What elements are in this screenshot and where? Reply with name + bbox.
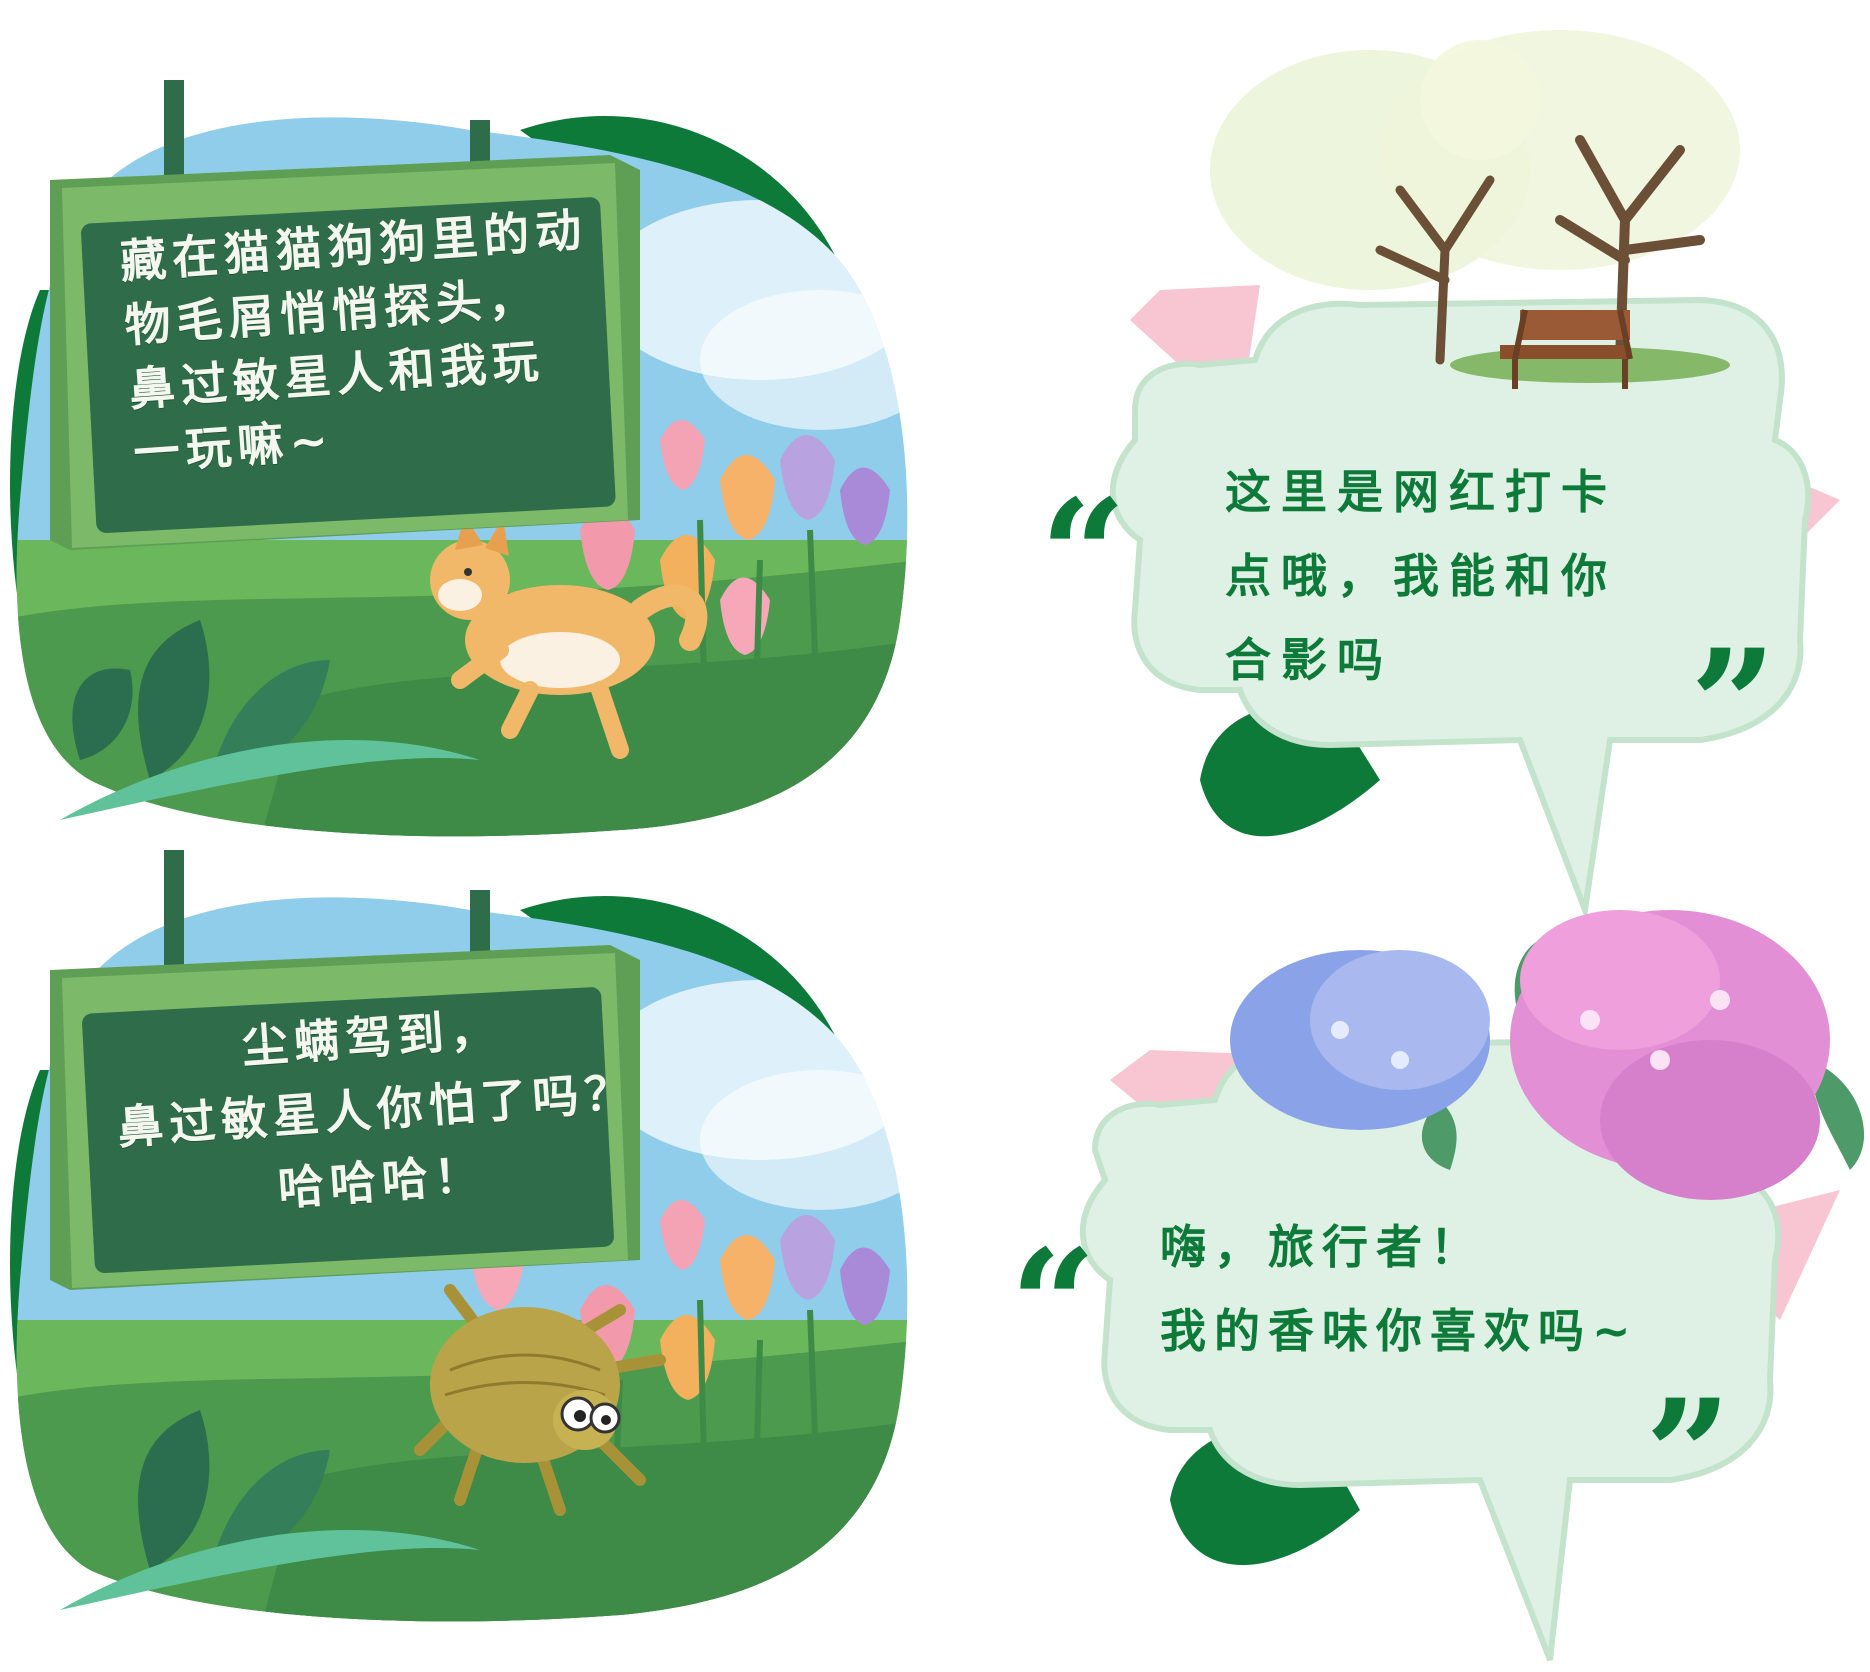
sign-text-1: 藏在猫猫狗狗里的动 物毛屑悄悄探头， 鼻过敏星人和我玩 一玩嘛~: [118, 197, 603, 485]
open-quote: “: [1010, 1217, 1097, 1393]
bubble-line: 这里是网红打卡: [1225, 465, 1617, 519]
leaf-plants: [60, 1410, 480, 1610]
sign-card-2: 尘螨驾到， 鼻过敏星人你怕了吗？ 哈哈哈！: [0, 840, 920, 1630]
bubble-text-2: 嗨，旅行者！ 我的香味你喜欢吗~: [1160, 1205, 1639, 1373]
sign-card-1: 藏在猫猫狗狗里的动 物毛屑悄悄探头， 鼻过敏星人和我玩 一玩嘛~: [0, 60, 920, 840]
sign-board: [50, 945, 640, 1290]
bubble-line: 点哦，我能和你: [1225, 549, 1617, 603]
tulip-flowers: [580, 420, 890, 701]
close-quote: ”: [1645, 1367, 1732, 1543]
card-2-scene: [10, 850, 908, 1622]
bubble-body: [1109, 296, 1812, 920]
tree-bench-icon: [1210, 30, 1740, 389]
speech-bubble-2: “ ” 嗨，旅行者！ 我的香味你喜欢吗~: [980, 900, 1870, 1672]
bubble-line: 合影吗: [1225, 633, 1393, 687]
bubble-1-shape: [1109, 30, 1840, 920]
bubble-line: 嗨，旅行者！: [1160, 1220, 1484, 1274]
bubble-2-shape: [1079, 910, 1865, 1662]
sign-post-left: [164, 850, 184, 970]
speech-bubble-1: “ ” 这里是网红打卡 点哦，我能和你 合影吗: [1000, 20, 1870, 920]
card-1-scene: [10, 80, 908, 837]
close-quote: ”: [1690, 617, 1777, 793]
open-quote: “: [1040, 467, 1127, 643]
shiba-dog-icon: [430, 515, 708, 759]
leaf-plants: [60, 620, 480, 820]
hydrangea-icon: [1230, 910, 1865, 1200]
bubble-line: 我的香味你喜欢吗~: [1160, 1304, 1639, 1358]
sign-board: [50, 155, 640, 550]
sign-text-2: 尘螨驾到， 鼻过敏星人你怕了吗？ 哈哈哈！: [110, 984, 644, 1236]
dust-mite-icon: [414, 1284, 666, 1516]
bubble-text-1: 这里是网红打卡 点哦，我能和你 合影吗: [1225, 450, 1617, 702]
sign-post-left: [164, 80, 184, 200]
